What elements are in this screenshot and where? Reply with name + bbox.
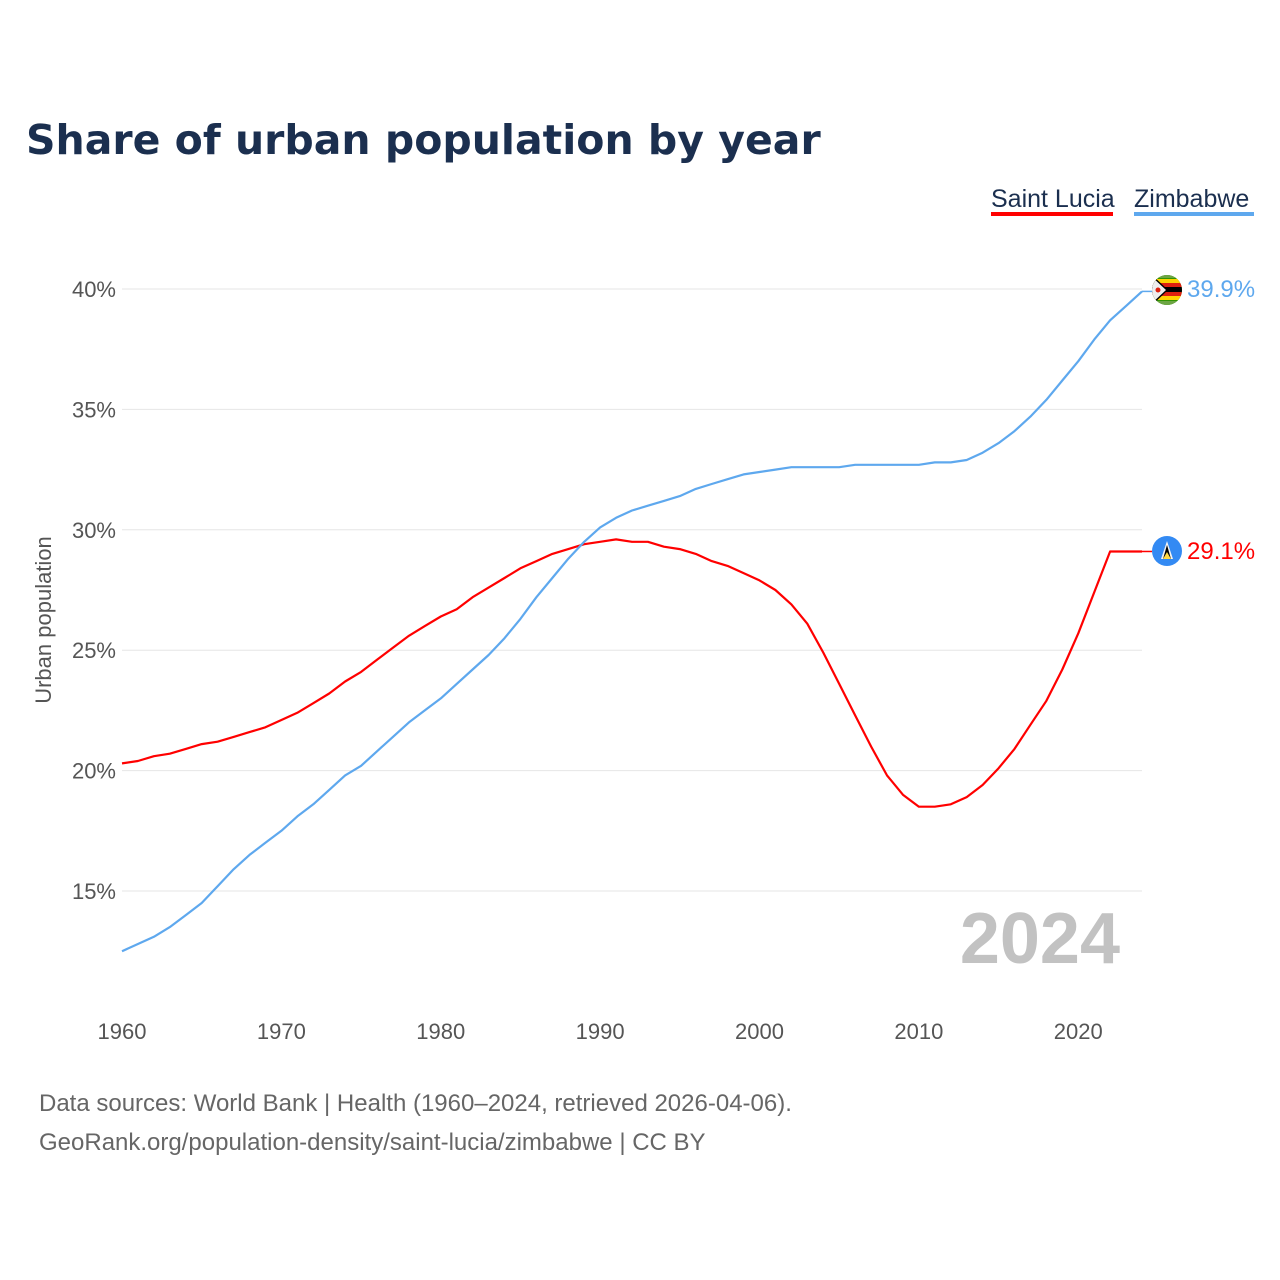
- y-axis-ticks: 15% 20% 25% 30% 35% 40%: [72, 277, 116, 904]
- series-lines: [121, 290, 1152, 953]
- y-axis-label: Urban population: [31, 536, 56, 704]
- legend-swatch-saint-lucia: [991, 212, 1113, 216]
- y-tick-label: 25%: [72, 638, 116, 663]
- series-line-zimbabwe: [121, 290, 1143, 953]
- end-label-saint-lucia: 29.1%: [1187, 538, 1255, 565]
- year-watermark: 2024: [960, 899, 1120, 979]
- y-tick-label: 40%: [72, 277, 116, 302]
- legend: Saint Lucia Zimbabwe: [991, 185, 1254, 216]
- legend-label-saint-lucia: Saint Lucia: [991, 185, 1115, 213]
- series-line-saint-lucia: [121, 538, 1142, 808]
- x-tick-label: 2020: [1054, 1019, 1103, 1044]
- saint-lucia-flag-icon: [1152, 536, 1182, 566]
- x-tick-label: 1970: [257, 1019, 306, 1044]
- x-tick-label: 1990: [576, 1019, 625, 1044]
- legend-item-saint-lucia[interactable]: Saint Lucia: [991, 185, 1115, 216]
- y-tick-label: 30%: [72, 518, 116, 543]
- x-tick-label: 1960: [98, 1019, 147, 1044]
- zimbabwe-flag-icon: [1152, 275, 1182, 305]
- legend-swatch-zimbabwe: [1134, 212, 1254, 216]
- source-line-2[interactable]: GeoRank.org/population-density/saint-luc…: [39, 1129, 706, 1156]
- x-axis-ticks: 1960 1970 1980 1990 2000 2010 2020: [98, 1019, 1103, 1044]
- x-tick-label: 1980: [416, 1019, 465, 1044]
- y-tick-label: 20%: [72, 759, 116, 784]
- source-line-1: Data sources: World Bank | Health (1960–…: [39, 1090, 792, 1117]
- x-tick-label: 2000: [735, 1019, 784, 1044]
- chart-title: Share of urban population by year: [26, 116, 821, 164]
- x-tick-label: 2010: [894, 1019, 943, 1044]
- gridlines: [122, 288, 1142, 892]
- legend-label-zimbabwe: Zimbabwe: [1134, 185, 1249, 213]
- end-label-zimbabwe: 39.9%: [1187, 276, 1255, 303]
- y-tick-label: 15%: [72, 879, 116, 904]
- y-tick-label: 35%: [72, 397, 116, 422]
- legend-item-zimbabwe[interactable]: Zimbabwe: [1134, 185, 1254, 216]
